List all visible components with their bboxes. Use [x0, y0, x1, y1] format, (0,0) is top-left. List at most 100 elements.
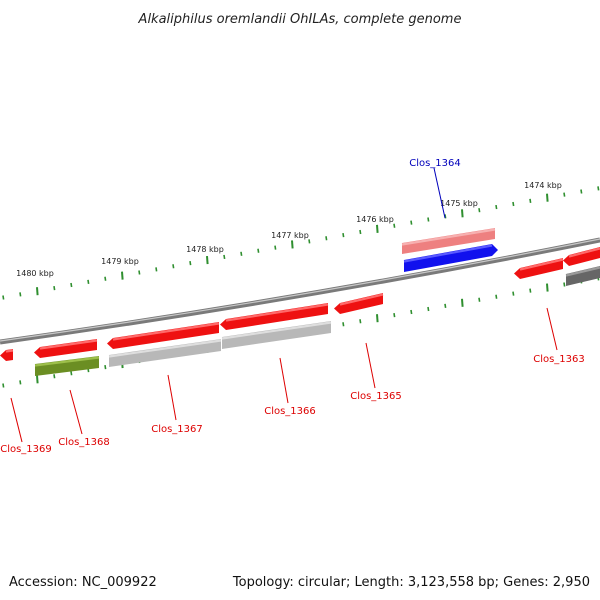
gene-leader-line [10, 397, 23, 443]
tick-label: 1474 kbp [524, 181, 562, 190]
major-tick [206, 255, 209, 265]
minor-tick [410, 220, 413, 225]
genome-stats-text: Topology: circular; Length: 3,123,558 bp… [232, 575, 590, 590]
map-title: Alkaliphilus oremlandii OhILAs, complete… [138, 12, 462, 27]
gene-arrow [566, 266, 600, 286]
tick-label: 1476 kbp [356, 215, 394, 224]
major-tick [291, 240, 294, 249]
major-tick [36, 375, 39, 384]
minor-tick [308, 239, 311, 244]
tick-rows [2, 186, 600, 388]
gene-leader-line [365, 342, 376, 389]
gene-block-next [563, 247, 600, 266]
minor-tick [563, 282, 566, 287]
gene-arrow-sheen [112, 322, 220, 341]
gene-arrow-sheen [568, 247, 600, 258]
tick-label: 1475 kbp [440, 199, 478, 208]
gene-arrow-sheen [34, 356, 100, 367]
minor-tick [240, 251, 243, 256]
gene-leaders [10, 167, 558, 443]
gene-label: Clos_1366 [264, 406, 316, 417]
minor-tick [512, 201, 515, 207]
minor-tick [495, 204, 498, 210]
gene-block-clos-1368-cds [34, 356, 100, 376]
gene-arrow [35, 356, 99, 376]
gene-arrow [222, 321, 331, 349]
gene-blocks [0, 228, 600, 376]
minor-tick [104, 276, 107, 281]
gene-block-clos-1366 [220, 303, 329, 330]
major-tick [546, 193, 549, 202]
major-tick [546, 283, 549, 292]
gene-block-clos-1364 [401, 228, 496, 254]
tick-label: 1480 kbp [16, 269, 54, 278]
gene-leader-line [279, 357, 289, 404]
minor-tick [19, 292, 22, 297]
minor-tick [70, 371, 73, 376]
genome-backbone [0, 237, 600, 345]
minor-tick [257, 248, 260, 253]
gene-block-clos-1367-cds [108, 339, 222, 367]
minor-tick [53, 374, 56, 379]
minor-tick [104, 364, 107, 370]
gene-leader-line [433, 167, 446, 219]
gene-arrow [402, 228, 495, 254]
major-tick [121, 271, 124, 280]
minor-tick [359, 319, 362, 324]
minor-tick [529, 288, 532, 293]
gene-labels: Clos_1363 Clos_1364 Clos_1365 Clos_1366 Clos… [0, 158, 585, 455]
tick-label: 1478 kbp [186, 245, 224, 254]
accession-text: Accession: NC_009922 [9, 575, 157, 590]
minor-tick [2, 295, 5, 300]
gene-arrow-sheen [5, 349, 14, 353]
genome-backbone-highlight [0, 238, 600, 342]
minor-tick [393, 223, 396, 228]
gene-block-clos-1363 [514, 258, 564, 279]
minor-tick [478, 208, 481, 213]
minor-tick [87, 279, 90, 284]
gene-block-clos-1366-cds [221, 321, 332, 349]
gene-block-next-cds [565, 266, 600, 286]
gene-label: Clos_1368 [58, 437, 110, 448]
major-tick [461, 209, 464, 218]
minor-tick [70, 282, 73, 288]
major-tick [461, 298, 464, 307]
gene-label: Clos_1363 [533, 354, 585, 365]
gene-arrow-sheen [108, 339, 222, 358]
gene-leader-line [167, 374, 177, 421]
minor-tick [410, 309, 413, 315]
gene-block-clos-1365 [334, 293, 384, 314]
minor-tick [342, 232, 345, 238]
gene-leader-line [546, 307, 558, 351]
major-tick [376, 314, 379, 323]
major-tick [376, 224, 379, 233]
minor-tick [274, 245, 277, 250]
gene-arrow-sheen [519, 258, 564, 271]
gene-leader-line [69, 389, 83, 435]
gene-arrow [404, 244, 498, 272]
minor-tick [597, 186, 600, 191]
gene-arrow-sheen [225, 303, 329, 322]
minor-tick [359, 229, 362, 235]
gene-block-clos-1369 [0, 349, 14, 361]
tick-label: 1479 kbp [101, 257, 139, 266]
gene-arrow-sheen [403, 244, 493, 263]
gene-label: Clos_1367 [151, 424, 203, 435]
minor-tick [495, 294, 498, 299]
gene-block-clos-1367 [107, 322, 220, 349]
gene-label: Clos_1369 [0, 444, 52, 455]
gene-arrow-sheen [401, 228, 496, 246]
gene-arrow-sheen [339, 293, 384, 306]
gene-arrow-sheen [565, 266, 600, 277]
minor-tick [478, 297, 481, 302]
minor-tick [138, 270, 141, 275]
gene-arrow [109, 339, 221, 367]
minor-tick [580, 189, 583, 194]
minor-tick [2, 383, 5, 388]
minor-tick [512, 291, 515, 296]
minor-tick [563, 192, 566, 197]
minor-tick [19, 380, 22, 385]
minor-tick [155, 267, 158, 272]
